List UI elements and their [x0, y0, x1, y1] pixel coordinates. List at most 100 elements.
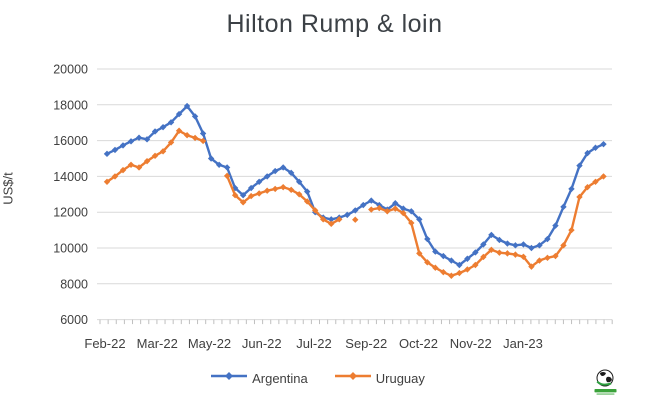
data-point-marker	[536, 257, 543, 264]
data-point-marker	[127, 138, 135, 145]
data-point-marker	[456, 261, 463, 269]
data-point-marker	[287, 186, 295, 194]
series-line	[105, 129, 605, 277]
uruguay-line-marker-icon	[334, 369, 372, 387]
data-point-marker	[384, 208, 391, 215]
legend: Argentina Uruguay	[0, 369, 635, 387]
x-axis-label: Sep-22	[345, 336, 387, 351]
data-point-marker	[135, 134, 143, 141]
series-uruguay	[103, 127, 607, 279]
data-point-marker	[304, 188, 311, 195]
y-tick-label: 8000	[60, 277, 88, 291]
x-axis-label: May-22	[188, 336, 231, 351]
y-tick-label: 10000	[53, 242, 88, 256]
x-axis-label: Nov-22	[450, 336, 492, 351]
data-point-marker	[512, 251, 519, 258]
data-point-marker	[135, 164, 143, 171]
series-argentina	[103, 102, 607, 269]
data-point-marker	[368, 206, 375, 213]
data-point-marker	[400, 209, 407, 217]
data-point-marker	[552, 252, 559, 260]
data-point-marker	[247, 192, 255, 200]
data-point-marker	[464, 255, 471, 262]
data-point-marker	[127, 161, 135, 168]
data-point-marker	[304, 198, 311, 205]
data-point-marker	[151, 128, 159, 135]
data-point-marker	[271, 185, 279, 193]
data-point-marker	[207, 155, 215, 162]
argentina-line-marker-icon	[210, 369, 248, 387]
y-gridlines	[97, 68, 612, 321]
data-point-marker	[320, 216, 327, 223]
data-point-marker	[544, 235, 551, 243]
x-axis-label: Jan-23	[503, 336, 543, 351]
data-point-marker	[528, 244, 535, 252]
data-point-marker	[159, 123, 167, 131]
data-point-marker	[600, 173, 607, 180]
data-point-marker	[255, 178, 263, 185]
data-point-marker	[376, 204, 383, 212]
data-point-marker	[416, 216, 423, 223]
data-point-marker	[536, 242, 543, 249]
x-axis-label: Oct-22	[399, 336, 438, 351]
data-point-marker	[432, 248, 439, 255]
data-point-marker	[472, 261, 479, 269]
data-point-marker	[255, 190, 263, 197]
data-point-marker	[336, 216, 343, 223]
data-point-marker	[239, 191, 247, 199]
chart-title: Hilton Rump & loin	[226, 10, 443, 38]
data-point-marker	[263, 173, 271, 180]
data-point-marker	[215, 161, 223, 168]
data-point-marker	[576, 193, 583, 201]
data-point-marker	[560, 242, 567, 249]
data-point-marker	[344, 211, 351, 219]
data-point-marker	[119, 142, 127, 149]
data-point-marker	[496, 236, 503, 244]
x-axis-label: Mar-22	[137, 336, 178, 351]
data-point-marker	[456, 269, 463, 277]
data-point-marker	[512, 242, 519, 249]
data-point-marker	[312, 207, 319, 214]
data-point-marker	[552, 222, 559, 229]
x-axis-label: Feb-22	[84, 336, 125, 351]
data-point-marker	[408, 208, 415, 215]
y-tick-label: 6000	[60, 313, 88, 327]
data-point-marker	[199, 130, 207, 137]
data-point-marker	[392, 205, 399, 212]
data-point-marker	[592, 178, 599, 185]
data-point-marker	[328, 220, 335, 228]
x-minor-ticks	[99, 319, 613, 325]
data-point-marker	[199, 137, 207, 145]
data-point-marker	[352, 207, 359, 214]
y-tick-label: 12000	[53, 206, 88, 220]
data-point-marker	[424, 235, 431, 243]
data-point-marker	[279, 164, 287, 171]
data-point-marker	[448, 272, 455, 279]
data-point-marker	[295, 191, 303, 198]
data-point-marker	[183, 132, 191, 139]
data-point-marker	[480, 253, 487, 261]
x-axis-labels: Feb-22 Mar-22 May-22 Jun-22 Jul-22 Sep-22 Oct-…	[84, 336, 542, 351]
data-point-marker	[424, 259, 431, 266]
data-point-marker	[151, 152, 159, 160]
data-point-marker	[295, 178, 303, 185]
data-point-marker	[504, 250, 511, 257]
data-point-marker	[231, 191, 239, 199]
data-point-marker	[183, 102, 191, 110]
data-point-marker	[576, 162, 583, 169]
data-point-marker	[191, 113, 199, 120]
x-axis-label: Jun-22	[242, 336, 282, 351]
data-point-marker	[231, 184, 239, 192]
data-point-marker	[159, 148, 167, 155]
data-point-marker	[440, 252, 447, 260]
data-point-marker	[103, 150, 111, 158]
data-point-marker	[568, 226, 575, 234]
data-point-marker	[111, 146, 119, 154]
data-point-marker	[488, 246, 495, 253]
data-point-marker	[111, 173, 119, 180]
data-point-marker	[408, 219, 415, 227]
legend-item-argentina: Argentina	[210, 369, 308, 387]
data-point-marker	[440, 268, 447, 276]
series-markers	[103, 127, 607, 279]
